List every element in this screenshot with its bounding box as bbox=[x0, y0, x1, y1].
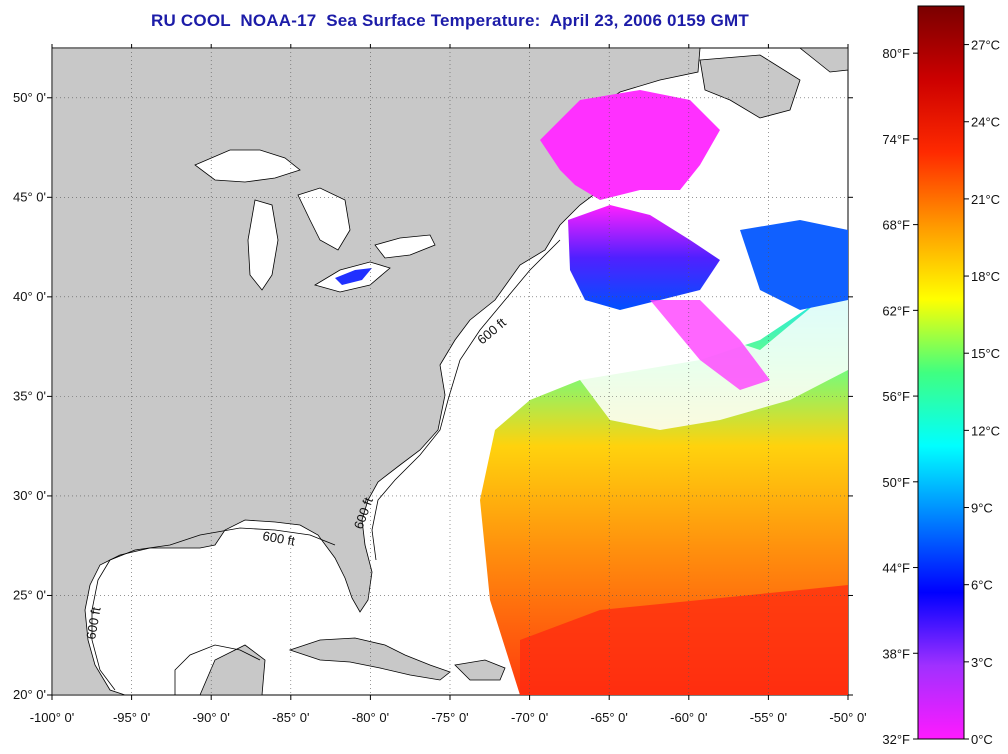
sst-field bbox=[335, 90, 848, 695]
x-tick-label: -85° 0' bbox=[272, 710, 309, 725]
x-tick-label: -100° 0' bbox=[30, 710, 75, 725]
x-tick-label: -70° 0' bbox=[511, 710, 548, 725]
isobath-label: 600 ft bbox=[83, 606, 103, 641]
longitude-axis: -100° 0' -95° 0' -90° 0' -85° 0' -80° 0' -75°… bbox=[30, 44, 867, 725]
y-tick-label: 40° 0' bbox=[13, 289, 46, 304]
x-tick-label: -90° 0' bbox=[193, 710, 230, 725]
x-tick-label: -95° 0' bbox=[113, 710, 150, 725]
map-title: RU COOL NOAA-17 Sea Surface Temperature:… bbox=[151, 11, 749, 30]
x-tick-label: -75° 0' bbox=[431, 710, 468, 725]
y-tick-label: 25° 0' bbox=[13, 587, 46, 602]
isobath-label: 600 ft bbox=[261, 528, 296, 548]
isobath-contour bbox=[91, 239, 561, 695]
land bbox=[51, 47, 849, 696]
lat-lon-grid bbox=[52, 48, 848, 695]
y-tick-label: 20° 0' bbox=[13, 687, 46, 702]
x-tick-label: -50° 0' bbox=[829, 710, 866, 725]
y-tick-label: 30° 0' bbox=[13, 488, 46, 503]
y-tick-label: 45° 0' bbox=[13, 189, 46, 204]
y-tick-label: 50° 0' bbox=[13, 90, 46, 105]
x-tick-label: -65° 0' bbox=[591, 710, 628, 725]
latitude-axis: 50° 0' 45° 0' 40° 0' 35° 0' 30° 0' 25° 0' 20° … bbox=[13, 90, 853, 702]
x-tick-label: -80° 0' bbox=[352, 710, 389, 725]
x-tick-label: -55° 0' bbox=[750, 710, 787, 725]
x-tick-label: -60° 0' bbox=[670, 710, 707, 725]
y-tick-label: 35° 0' bbox=[13, 388, 46, 403]
